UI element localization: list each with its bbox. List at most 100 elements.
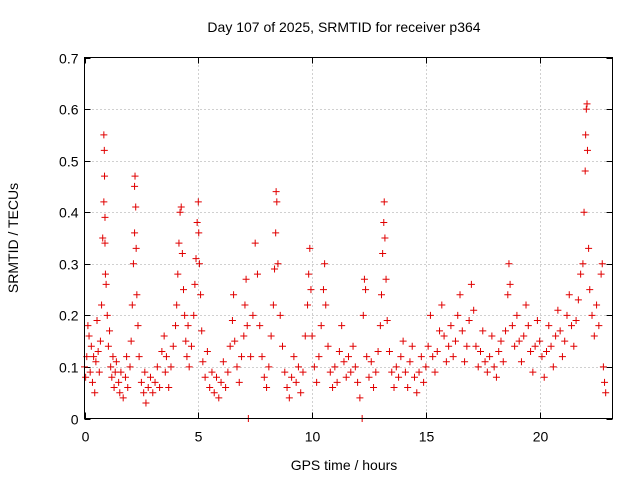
data-point (126, 363, 134, 371)
data-point (436, 327, 444, 335)
data-point (215, 394, 223, 402)
data-point (93, 317, 101, 325)
data-point (117, 368, 125, 376)
data-point (228, 317, 236, 325)
data-point (570, 342, 578, 350)
data-point (331, 363, 339, 371)
data-point (324, 342, 332, 350)
data-point (91, 389, 99, 397)
data-point (495, 347, 503, 355)
data-point (359, 311, 367, 319)
data-point (177, 203, 185, 211)
data-point (345, 353, 352, 361)
data-point (292, 378, 300, 386)
data-point (465, 317, 473, 325)
data-point (281, 368, 289, 376)
data-point (217, 378, 225, 386)
data-point (590, 332, 598, 340)
data-point (580, 208, 588, 216)
data-point (388, 368, 396, 376)
data-point (308, 332, 316, 340)
axis-ticks: 0 0.1 0.2 0.3 0.4 0.5 0.6 0.7 0 5 10 15 20 (59, 51, 613, 445)
x-axis-label: GPS time / hours (291, 457, 398, 473)
data-point (131, 229, 139, 237)
data-point (191, 280, 199, 288)
data-point (123, 353, 131, 361)
data-point (426, 311, 434, 319)
data-point (203, 347, 211, 355)
data-point (274, 260, 282, 268)
data-point (385, 347, 393, 355)
data-point (556, 327, 564, 335)
data-point (85, 332, 93, 340)
data-point (106, 327, 114, 335)
data-point (288, 373, 296, 381)
data-point (347, 368, 355, 376)
data-point (515, 337, 523, 345)
data-point (367, 358, 375, 366)
y-tick-label: 0.4 (59, 205, 79, 221)
x-tick-label: 5 (195, 429, 203, 445)
data-point (101, 213, 109, 221)
data-point (137, 378, 145, 386)
data-point (488, 332, 496, 340)
data-point (417, 353, 425, 361)
data-point (96, 337, 104, 345)
data-point (134, 322, 142, 330)
data-point (158, 347, 166, 355)
data-point (490, 363, 498, 371)
data-point (381, 234, 389, 242)
y-tick-label: 0.6 (59, 102, 79, 118)
data-point (230, 291, 238, 299)
data-point (147, 373, 154, 381)
data-point (195, 229, 203, 237)
data-point (321, 260, 329, 268)
data-point (374, 347, 382, 355)
data-point (301, 332, 309, 340)
data-point (103, 311, 111, 319)
data-point (260, 373, 268, 381)
data-point (210, 389, 218, 397)
data-point (322, 301, 330, 309)
data-point (161, 368, 169, 376)
data-point (354, 378, 362, 386)
data-point (474, 363, 482, 371)
data-point (119, 394, 127, 402)
data-point (338, 322, 346, 330)
data-point (502, 327, 510, 335)
data-point (411, 373, 418, 381)
data-point (597, 270, 605, 278)
data-point (429, 353, 437, 361)
data-point (88, 378, 96, 386)
data-point (306, 244, 314, 252)
data-point (185, 363, 193, 371)
data-point (470, 306, 478, 314)
data-point (283, 384, 291, 392)
data-point (169, 342, 177, 350)
data-point (349, 342, 357, 350)
data-point (127, 337, 135, 345)
data-point (461, 358, 469, 366)
data-point (132, 244, 140, 252)
data-point (477, 347, 484, 355)
data-point (527, 347, 535, 355)
data-point (153, 363, 161, 371)
data-point (399, 337, 407, 345)
data-point (235, 378, 243, 386)
data-point (294, 363, 302, 371)
data-point (593, 301, 601, 309)
data-point (479, 327, 487, 335)
data-point (290, 353, 298, 361)
data-point (335, 347, 343, 355)
data-point (174, 270, 182, 278)
data-point (132, 203, 140, 211)
data-point (520, 332, 528, 340)
data-point (156, 384, 164, 392)
data-point (558, 353, 566, 361)
data-point (121, 373, 129, 381)
data-point (529, 368, 537, 376)
data-point (124, 384, 132, 392)
data-point (194, 198, 202, 206)
y-tick-label: 0.1 (59, 360, 79, 376)
